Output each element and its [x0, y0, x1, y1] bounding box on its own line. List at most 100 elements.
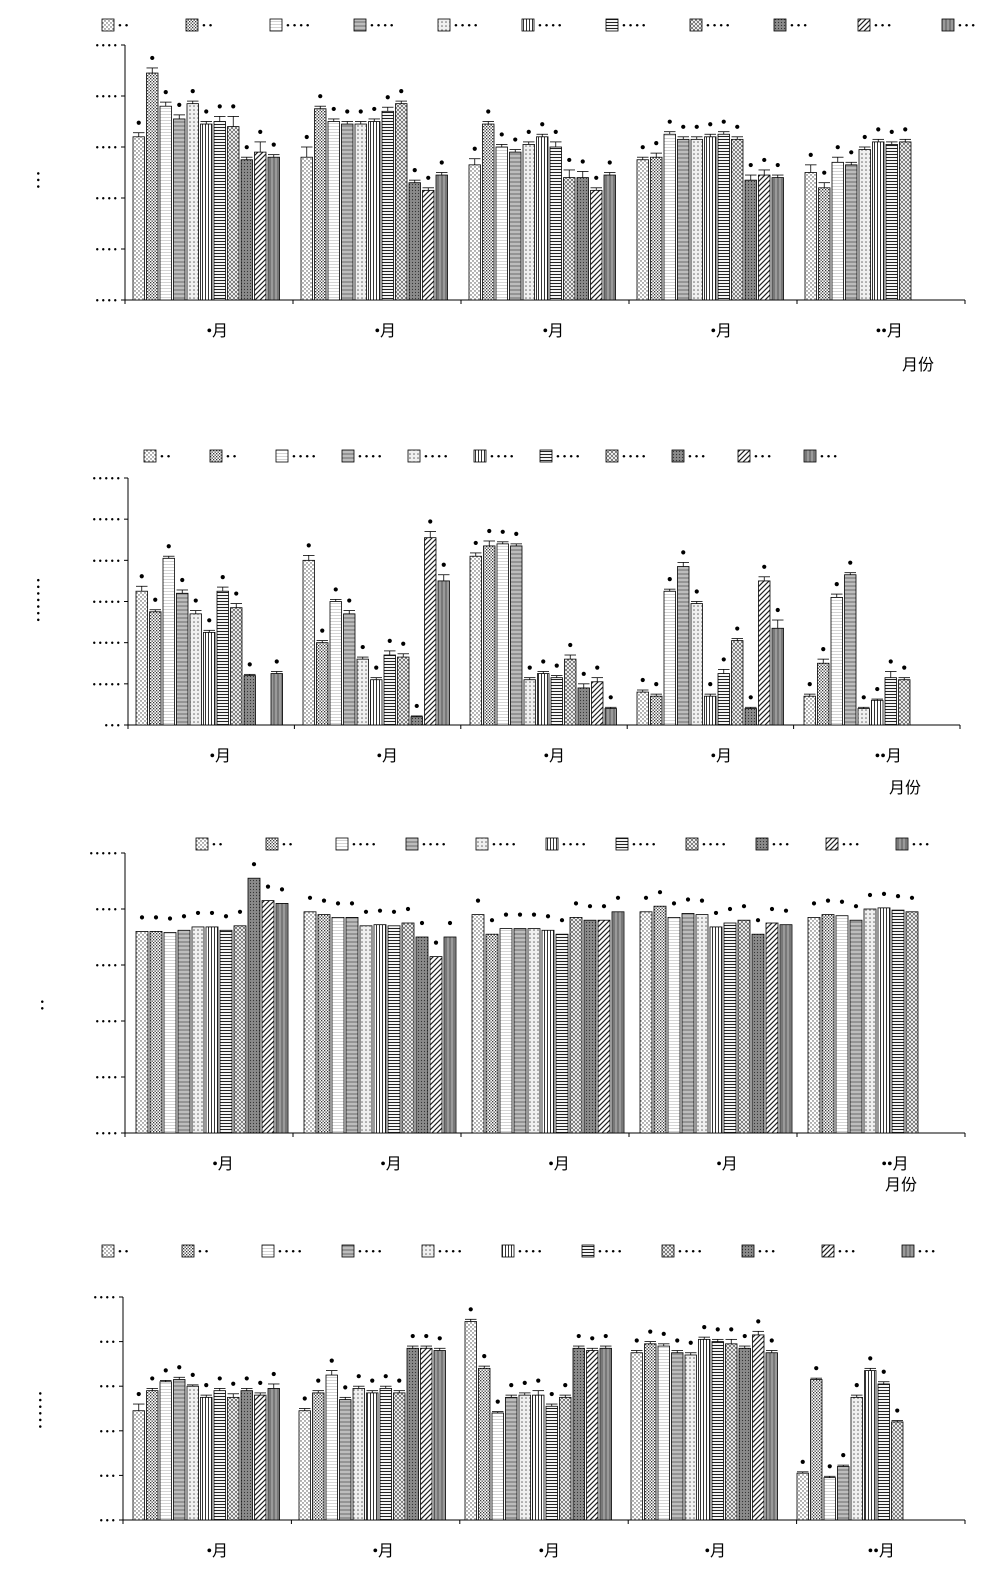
significance-dot — [756, 1319, 761, 1324]
significance-dot — [568, 642, 573, 648]
bar — [216, 590, 229, 726]
significance-dot — [247, 662, 252, 667]
significance-dot — [713, 910, 719, 916]
significance-dot — [358, 109, 363, 114]
significance-dot — [195, 910, 201, 916]
bar — [415, 936, 429, 1134]
bar — [397, 656, 410, 726]
significance-dot — [271, 142, 276, 147]
legend-label: • • • • — [352, 839, 376, 851]
y-tick-label: • • • • • — [92, 639, 120, 650]
significance-dot — [854, 1383, 859, 1388]
bar — [149, 931, 163, 1134]
legend-label: • • • — [838, 1246, 855, 1258]
significance-dot — [875, 686, 880, 692]
significance-dot — [489, 918, 495, 923]
bar — [435, 174, 448, 301]
significance-dot — [217, 1376, 222, 1381]
bar — [858, 149, 871, 301]
significance-dot — [902, 665, 907, 670]
legend-swatch — [615, 837, 629, 851]
significance-dot — [180, 577, 185, 583]
bar — [563, 177, 576, 301]
bar — [275, 903, 289, 1134]
significance-dot — [849, 150, 854, 155]
significance-dot — [580, 159, 585, 164]
bar — [830, 596, 843, 726]
bar — [422, 189, 435, 301]
bar — [898, 679, 911, 726]
bar — [267, 156, 280, 301]
bar — [513, 928, 527, 1134]
y-axis-label: • • — [37, 1000, 49, 1011]
legend-swatch — [143, 449, 157, 463]
significance-dot — [349, 901, 355, 906]
bar — [681, 913, 695, 1134]
significance-dot — [853, 904, 859, 909]
bar — [737, 919, 751, 1134]
significance-dot — [688, 1340, 693, 1345]
significance-dot — [153, 597, 158, 602]
bar — [302, 559, 315, 726]
bar — [352, 1388, 365, 1521]
bar — [186, 1385, 199, 1521]
bar — [796, 1472, 809, 1521]
bar — [163, 932, 177, 1134]
bar — [758, 580, 771, 726]
y-tick-label: • • • — [99, 1427, 115, 1438]
significance-dot — [335, 901, 341, 906]
bar — [254, 151, 267, 301]
bar — [240, 159, 253, 301]
bar — [387, 925, 401, 1134]
legend-swatch — [209, 449, 223, 463]
bar — [254, 1394, 267, 1521]
legend-label: • • — [226, 451, 237, 463]
bar — [545, 1405, 558, 1521]
significance-dot — [360, 644, 365, 650]
significance-dot — [302, 1396, 307, 1401]
bar — [550, 677, 563, 726]
legend-label: • • • • — [562, 839, 586, 851]
significance-dot — [181, 914, 187, 919]
y-tick-label: • • • • — [95, 1129, 117, 1140]
bar — [663, 590, 676, 726]
legend-swatch — [275, 449, 289, 463]
bar — [725, 1343, 738, 1521]
bar — [146, 72, 159, 301]
significance-dot — [439, 160, 444, 165]
bar — [807, 917, 821, 1134]
significance-dot — [814, 1366, 819, 1371]
bar — [339, 1399, 352, 1521]
bar — [366, 1392, 379, 1521]
significance-dot — [581, 671, 586, 676]
bar — [704, 136, 717, 301]
bar — [505, 1396, 518, 1521]
significance-dot — [808, 152, 813, 157]
significance-dot — [868, 1356, 873, 1361]
significance-dot — [862, 134, 867, 140]
legend-label: • • • • — [622, 20, 646, 32]
significance-dot — [177, 102, 182, 107]
bar — [818, 187, 831, 301]
bar — [572, 1347, 585, 1521]
significance-dot — [472, 146, 477, 151]
bar — [564, 658, 577, 726]
significance-dot — [667, 577, 672, 582]
significance-dot — [545, 914, 551, 919]
significance-dot — [615, 895, 621, 900]
significance-dot — [657, 890, 663, 895]
significance-dot — [559, 918, 565, 923]
bar — [752, 1334, 765, 1521]
significance-dot — [372, 106, 377, 112]
bar — [823, 1477, 836, 1521]
y-tick-label: • • • • • — [92, 474, 120, 485]
bar — [899, 141, 912, 301]
bar — [261, 900, 275, 1134]
bar — [468, 164, 481, 301]
bar — [765, 922, 779, 1134]
legend-label: • • • • — [278, 1246, 302, 1258]
legend-label: • • — [160, 451, 171, 463]
x-category-label: •月 — [209, 748, 231, 765]
significance-dot — [136, 120, 141, 125]
significance-dot — [895, 894, 901, 899]
